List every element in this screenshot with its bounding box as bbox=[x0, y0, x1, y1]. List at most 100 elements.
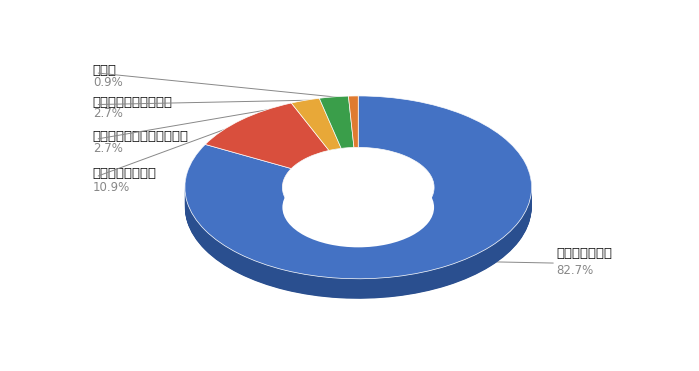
Wedge shape bbox=[291, 117, 341, 170]
Wedge shape bbox=[206, 116, 329, 182]
Wedge shape bbox=[185, 96, 531, 279]
Wedge shape bbox=[348, 113, 359, 164]
Wedge shape bbox=[319, 104, 354, 157]
Wedge shape bbox=[319, 101, 354, 153]
Wedge shape bbox=[348, 104, 359, 155]
Wedge shape bbox=[206, 123, 329, 188]
Wedge shape bbox=[319, 96, 354, 149]
Wedge shape bbox=[185, 97, 531, 280]
Wedge shape bbox=[185, 108, 531, 291]
Wedge shape bbox=[348, 112, 359, 163]
Wedge shape bbox=[319, 110, 354, 162]
Wedge shape bbox=[291, 100, 341, 152]
Wedge shape bbox=[348, 96, 359, 147]
Wedge shape bbox=[291, 101, 341, 154]
Wedge shape bbox=[185, 109, 531, 292]
Wedge shape bbox=[319, 105, 354, 157]
Wedge shape bbox=[206, 105, 329, 171]
Wedge shape bbox=[319, 109, 354, 161]
Wedge shape bbox=[185, 106, 531, 289]
Wedge shape bbox=[291, 109, 341, 161]
Wedge shape bbox=[206, 113, 329, 178]
Wedge shape bbox=[185, 115, 531, 298]
Wedge shape bbox=[319, 102, 354, 154]
Wedge shape bbox=[291, 111, 341, 164]
Wedge shape bbox=[185, 113, 531, 296]
Text: 10.9%: 10.9% bbox=[93, 181, 130, 194]
Wedge shape bbox=[206, 106, 329, 172]
Wedge shape bbox=[206, 105, 329, 170]
Wedge shape bbox=[206, 120, 329, 186]
Wedge shape bbox=[291, 108, 341, 161]
Wedge shape bbox=[348, 110, 359, 161]
Wedge shape bbox=[185, 108, 531, 290]
Wedge shape bbox=[206, 117, 329, 183]
Wedge shape bbox=[206, 109, 329, 175]
Wedge shape bbox=[185, 98, 531, 281]
Wedge shape bbox=[291, 98, 341, 151]
Wedge shape bbox=[319, 96, 354, 148]
Wedge shape bbox=[291, 110, 341, 162]
Wedge shape bbox=[282, 167, 434, 247]
Wedge shape bbox=[206, 109, 329, 175]
Wedge shape bbox=[185, 108, 531, 291]
Wedge shape bbox=[348, 101, 359, 153]
Text: その他: その他 bbox=[93, 65, 117, 78]
Wedge shape bbox=[185, 101, 531, 284]
Wedge shape bbox=[348, 98, 359, 150]
Wedge shape bbox=[291, 112, 341, 164]
Wedge shape bbox=[185, 105, 531, 288]
Wedge shape bbox=[291, 106, 341, 158]
Wedge shape bbox=[206, 115, 329, 181]
Wedge shape bbox=[319, 104, 354, 156]
Wedge shape bbox=[348, 109, 359, 160]
Wedge shape bbox=[185, 116, 531, 299]
Wedge shape bbox=[319, 99, 354, 152]
Wedge shape bbox=[348, 106, 359, 158]
Wedge shape bbox=[348, 99, 359, 151]
Wedge shape bbox=[319, 116, 354, 168]
Wedge shape bbox=[348, 102, 359, 154]
Wedge shape bbox=[348, 115, 359, 167]
Wedge shape bbox=[185, 114, 531, 297]
Wedge shape bbox=[206, 116, 329, 181]
Wedge shape bbox=[206, 118, 329, 183]
Wedge shape bbox=[348, 107, 359, 158]
Wedge shape bbox=[291, 118, 341, 170]
Wedge shape bbox=[348, 111, 359, 162]
Wedge shape bbox=[206, 108, 329, 173]
Text: 新しい知識やスキルの拡充: 新しい知識やスキルの拡充 bbox=[93, 130, 189, 143]
Wedge shape bbox=[348, 112, 359, 164]
Wedge shape bbox=[206, 114, 329, 179]
Wedge shape bbox=[348, 106, 359, 157]
Wedge shape bbox=[319, 101, 354, 153]
Wedge shape bbox=[319, 107, 354, 160]
Wedge shape bbox=[185, 112, 531, 295]
Wedge shape bbox=[185, 111, 531, 294]
Wedge shape bbox=[291, 108, 341, 160]
Wedge shape bbox=[185, 105, 531, 288]
Wedge shape bbox=[319, 105, 354, 157]
Wedge shape bbox=[206, 121, 329, 187]
Wedge shape bbox=[291, 114, 341, 167]
Wedge shape bbox=[291, 110, 341, 162]
Wedge shape bbox=[185, 103, 531, 286]
Wedge shape bbox=[206, 115, 329, 180]
Wedge shape bbox=[206, 122, 329, 188]
Wedge shape bbox=[185, 105, 531, 287]
Wedge shape bbox=[291, 105, 341, 157]
Wedge shape bbox=[206, 121, 329, 186]
Wedge shape bbox=[319, 112, 354, 164]
Wedge shape bbox=[319, 98, 354, 150]
Wedge shape bbox=[319, 116, 354, 168]
Wedge shape bbox=[348, 98, 359, 150]
Wedge shape bbox=[291, 113, 341, 165]
Wedge shape bbox=[291, 105, 341, 157]
Wedge shape bbox=[348, 96, 359, 148]
Wedge shape bbox=[319, 106, 354, 158]
Wedge shape bbox=[185, 106, 531, 289]
Wedge shape bbox=[185, 114, 531, 297]
Wedge shape bbox=[319, 109, 354, 162]
Wedge shape bbox=[291, 104, 341, 157]
Wedge shape bbox=[348, 99, 359, 150]
